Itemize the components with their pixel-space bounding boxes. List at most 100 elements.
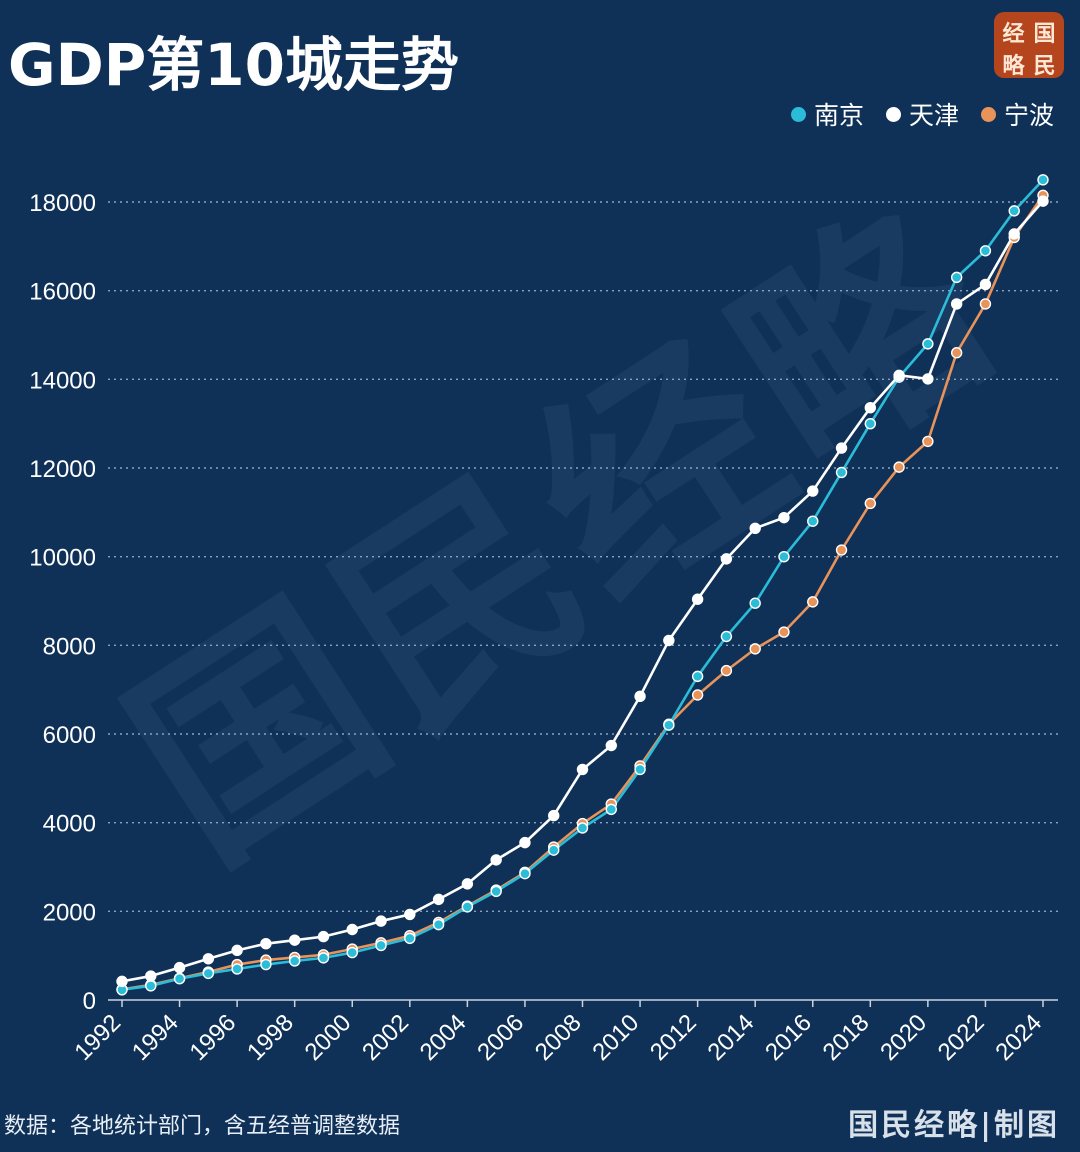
data-point-天津 <box>432 893 445 906</box>
x-tick-label: 2006 <box>472 1009 529 1066</box>
series-line-天津 <box>121 200 1044 983</box>
data-point-天津 <box>979 278 992 291</box>
data-point-天津 <box>404 908 416 921</box>
y-tick-label: 8000 <box>43 633 96 660</box>
logo-char: 国 <box>1033 21 1056 47</box>
data-point-南京 <box>231 963 243 975</box>
data-point-天津 <box>576 763 589 776</box>
y-tick-label: 10000 <box>29 545 96 572</box>
data-point-南京 <box>288 955 301 967</box>
data-point-天津 <box>490 854 502 866</box>
brand-logo: 经 国 略 民 <box>994 12 1064 79</box>
data-point-天津 <box>950 298 963 310</box>
data-point-南京 <box>922 338 934 350</box>
data-point-天津 <box>864 402 877 414</box>
data-point-天津 <box>548 809 560 822</box>
data-point-南京 <box>145 980 157 992</box>
data-point-南京 <box>835 466 848 479</box>
data-point-南京 <box>519 867 531 880</box>
legend-label-tianjin: 天津 <box>908 101 959 130</box>
data-point-天津 <box>231 944 243 957</box>
data-point-宁波 <box>922 435 934 448</box>
y-tick-label: 0 <box>83 988 96 1015</box>
data-point-南京 <box>576 822 589 834</box>
data-point-南京 <box>461 901 474 913</box>
y-tick-label: 4000 <box>43 811 96 838</box>
y-tick-label: 16000 <box>29 279 96 306</box>
series-line-宁波 <box>121 194 1045 991</box>
x-tick-label: 1998 <box>242 1009 299 1066</box>
x-tick-label: 2024 <box>990 1009 1047 1066</box>
logo-char: 民 <box>1033 53 1056 79</box>
data-point-南京 <box>720 630 733 643</box>
x-tick-label: 2012 <box>645 1009 702 1066</box>
x-tick-label: 2000 <box>300 1009 357 1066</box>
data-point-天津 <box>346 923 358 936</box>
data-point-南京 <box>1037 174 1049 186</box>
chart-legend: 南京 天津 宁波 <box>790 96 1054 132</box>
data-point-南京 <box>605 803 617 816</box>
chart-title: GDP第10城走势 <box>8 31 459 99</box>
data-point-南京 <box>864 417 877 430</box>
data-point-宁波 <box>691 689 704 701</box>
x-tick-label: 2016 <box>760 1009 817 1066</box>
data-point-宁波 <box>950 347 963 359</box>
x-tick-label: 2020 <box>875 1009 932 1066</box>
data-point-天津 <box>749 522 761 534</box>
data-point-南京 <box>375 939 387 952</box>
data-point-南京 <box>979 245 992 257</box>
x-tick-label: 2004 <box>415 1009 472 1066</box>
y-tick-label: 6000 <box>43 722 96 749</box>
brand-credit: 国民经略|制图 <box>848 1108 1060 1143</box>
y-tick-label: 2000 <box>43 899 96 926</box>
data-point-天津 <box>720 553 733 565</box>
data-point-南京 <box>490 885 502 898</box>
y-tick-label: 18000 <box>29 190 96 217</box>
data-point-天津 <box>375 915 387 927</box>
x-tick-label: 1992 <box>69 1009 126 1066</box>
data-point-天津 <box>922 373 934 385</box>
data-point-天津 <box>778 511 790 524</box>
data-point-天津 <box>634 690 646 703</box>
data-point-南京 <box>634 763 646 776</box>
data-point-南京 <box>950 271 963 284</box>
x-tick-label: 2014 <box>703 1009 760 1066</box>
data-point-天津 <box>260 937 272 950</box>
y-tick-label: 14000 <box>29 367 96 394</box>
data-point-天津 <box>288 934 301 946</box>
data-point-南京 <box>260 958 272 971</box>
data-point-南京 <box>404 932 416 945</box>
data-point-天津 <box>691 593 704 605</box>
y-tick-label: 12000 <box>29 456 96 483</box>
data-point-天津 <box>202 953 215 965</box>
data-point-宁波 <box>979 298 992 310</box>
data-point-南京 <box>202 967 215 980</box>
data-point-宁波 <box>893 461 905 473</box>
data-point-天津 <box>461 878 474 890</box>
x-tick-label: 2002 <box>357 1009 414 1066</box>
data-point-南京 <box>807 515 819 527</box>
x-tick-label: 2008 <box>530 1009 587 1066</box>
data-point-宁波 <box>720 664 733 677</box>
legend-item-tianjin: 天津 <box>885 96 959 132</box>
data-point-天津 <box>317 930 330 943</box>
legend-item-ningbo: 宁波 <box>980 96 1054 132</box>
data-point-天津 <box>663 634 675 647</box>
data-point-天津 <box>1037 195 1049 207</box>
data-point-天津 <box>173 961 186 974</box>
data-point-宁波 <box>778 626 790 638</box>
x-tick-label: 1996 <box>185 1009 242 1066</box>
logo-char: 略 <box>1002 53 1025 79</box>
data-point-南京 <box>663 719 675 731</box>
data-point-南京 <box>548 844 560 856</box>
data-source-note: 数据：各地统计部门，含五经普调整数据 <box>4 1114 401 1139</box>
data-point-南京 <box>346 946 358 959</box>
data-point-宁波 <box>835 544 848 556</box>
data-point-天津 <box>145 970 157 982</box>
legend-label-nanjing: 南京 <box>813 101 864 130</box>
data-point-南京 <box>173 973 186 985</box>
data-point-宁波 <box>749 643 761 655</box>
data-point-南京 <box>1008 205 1020 217</box>
legend-marker-tianjin <box>885 106 901 122</box>
data-point-宁波 <box>807 596 819 608</box>
